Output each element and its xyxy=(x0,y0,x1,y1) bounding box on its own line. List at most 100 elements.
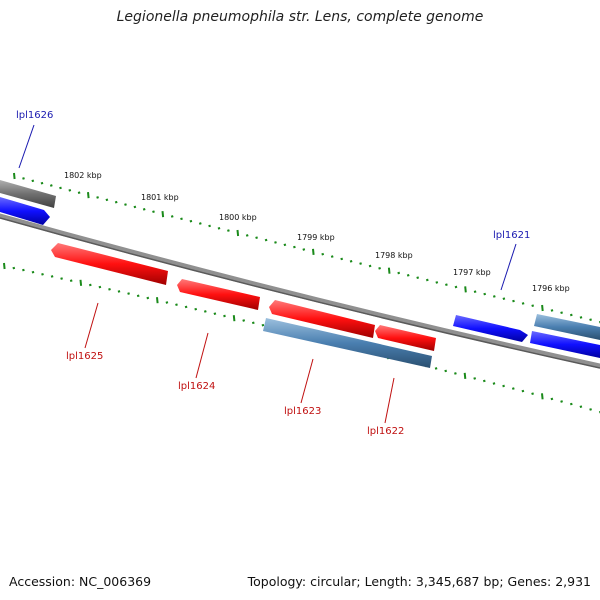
inner-major-tick xyxy=(463,372,467,379)
outer-major-tick xyxy=(541,304,544,312)
genome-summary-text: Topology: circular; Length: 3,345,687 bp… xyxy=(247,574,591,589)
accession-text: Accession: NC_006369 xyxy=(9,574,152,589)
inner-minor-tick xyxy=(22,268,25,272)
inner-minor-tick xyxy=(41,272,44,276)
inner-minor-tick xyxy=(117,290,121,293)
label-leaders xyxy=(18,124,517,424)
gene-blue-right[interactable] xyxy=(530,331,600,358)
gene-gray[interactable] xyxy=(0,180,56,208)
outer-minor-tick xyxy=(245,234,249,237)
outer-minor-tick xyxy=(68,188,72,192)
gene-label-lpl1623: lpl1623 xyxy=(284,406,321,417)
inner-minor-tick xyxy=(242,319,246,322)
inner-minor-tick xyxy=(98,285,102,289)
outer-minor-tick xyxy=(255,236,258,240)
outer-major-tick xyxy=(312,248,315,255)
gene-lpl1622[interactable] xyxy=(375,325,436,351)
inner-minor-tick xyxy=(502,384,505,388)
inner-major-tick xyxy=(156,297,159,304)
inner-minor-tick xyxy=(60,277,63,280)
tick-label-1799: 1799 kbp xyxy=(297,233,335,242)
outer-minor-tick xyxy=(359,262,362,265)
inner-minor-tick xyxy=(136,294,140,298)
inner-major-tick xyxy=(541,393,544,400)
inner-major-tick xyxy=(79,279,83,286)
outer-minor-tick xyxy=(321,252,325,256)
inner-minor-tick xyxy=(511,387,515,390)
outer-minor-tick xyxy=(349,259,353,263)
tick-label-1798: 1798 kbp xyxy=(375,251,413,260)
outer-minor-tick xyxy=(378,266,381,270)
outer-major-tick xyxy=(161,211,165,218)
tick-label-1796: 1796 kbp xyxy=(532,284,570,293)
outer-minor-tick xyxy=(454,285,458,289)
inner-minor-tick xyxy=(184,305,188,309)
inner-minor-tick xyxy=(203,310,207,313)
inner-major-tick xyxy=(232,315,236,322)
gene-lpl1621[interactable] xyxy=(453,315,528,342)
outer-minor-tick xyxy=(22,177,25,180)
inner-minor-tick xyxy=(550,397,554,401)
outer-minor-tick xyxy=(124,203,127,206)
inner-minor-tick xyxy=(69,279,73,283)
outer-minor-tick xyxy=(368,264,372,268)
outer-minor-tick xyxy=(227,229,230,232)
gene-label-lpl1621: lpl1621 xyxy=(493,230,530,241)
gene-lpl1623[interactable] xyxy=(269,300,375,338)
outer-minor-tick xyxy=(152,210,155,214)
outer-minor-tick xyxy=(425,278,429,282)
outer-minor-tick xyxy=(340,257,344,261)
tick-label-1800: 1800 kbp xyxy=(219,213,257,222)
outer-minor-tick xyxy=(208,224,211,228)
gene-steel-right[interactable] xyxy=(534,314,600,340)
inner-major-tick xyxy=(3,262,6,270)
outer-minor-tick xyxy=(77,191,81,195)
inner-minor-tick xyxy=(194,307,198,311)
outer-minor-tick xyxy=(49,184,53,187)
outer-minor-tick xyxy=(416,276,420,280)
tick-label-1802: 1802 kbp xyxy=(64,171,102,180)
outer-minor-tick xyxy=(264,238,268,242)
outer-minor-tick xyxy=(589,318,592,322)
outer-major-tick xyxy=(13,172,16,180)
outer-minor-tick xyxy=(59,186,62,190)
outer-minor-tick xyxy=(531,304,535,308)
outer-minor-tick xyxy=(473,290,477,294)
genome-backbone-shadow xyxy=(0,217,600,369)
outer-minor-tick xyxy=(198,222,202,225)
gene-lpl1625[interactable] xyxy=(51,243,168,285)
outer-minor-tick xyxy=(435,281,439,284)
gene-steel-mid[interactable] xyxy=(263,318,432,368)
inner-minor-tick xyxy=(531,392,534,396)
inner-minor-tick xyxy=(521,389,525,393)
outer-minor-tick xyxy=(550,309,554,312)
inner-minor-tick xyxy=(434,367,438,370)
outer-minor-tick xyxy=(397,271,401,275)
outer-minor-tick xyxy=(569,313,573,317)
outer-minor-tick xyxy=(502,297,506,301)
inner-minor-tick xyxy=(31,270,35,274)
gene-lpl1626[interactable] xyxy=(0,197,50,225)
outer-minor-tick xyxy=(217,226,221,230)
tick-label-1797: 1797 kbp xyxy=(453,268,491,277)
outer-minor-tick xyxy=(302,248,306,251)
outer-minor-tick xyxy=(560,311,563,315)
outer-minor-tick xyxy=(579,316,583,319)
outer-minor-tick xyxy=(133,205,137,209)
outer-minor-tick xyxy=(521,302,525,305)
gene-label-lpl1622: lpl1622 xyxy=(367,426,404,437)
outer-minor-tick xyxy=(105,198,109,202)
outer-minor-tick xyxy=(170,215,174,218)
outer-minor-tick xyxy=(492,295,496,298)
outer-major-tick xyxy=(87,192,90,199)
outer-minor-tick xyxy=(142,207,146,211)
inner-minor-tick xyxy=(589,408,592,411)
gene-lpl1624[interactable] xyxy=(177,279,260,310)
gene-label-lpl1626: lpl1626 xyxy=(16,110,53,121)
inner-minor-tick xyxy=(454,372,457,375)
map-title: Legionella pneumophila str. Lens, comple… xyxy=(116,9,484,25)
inner-minor-tick xyxy=(560,400,563,403)
outer-minor-tick xyxy=(114,200,118,204)
outer-minor-tick xyxy=(283,243,287,247)
